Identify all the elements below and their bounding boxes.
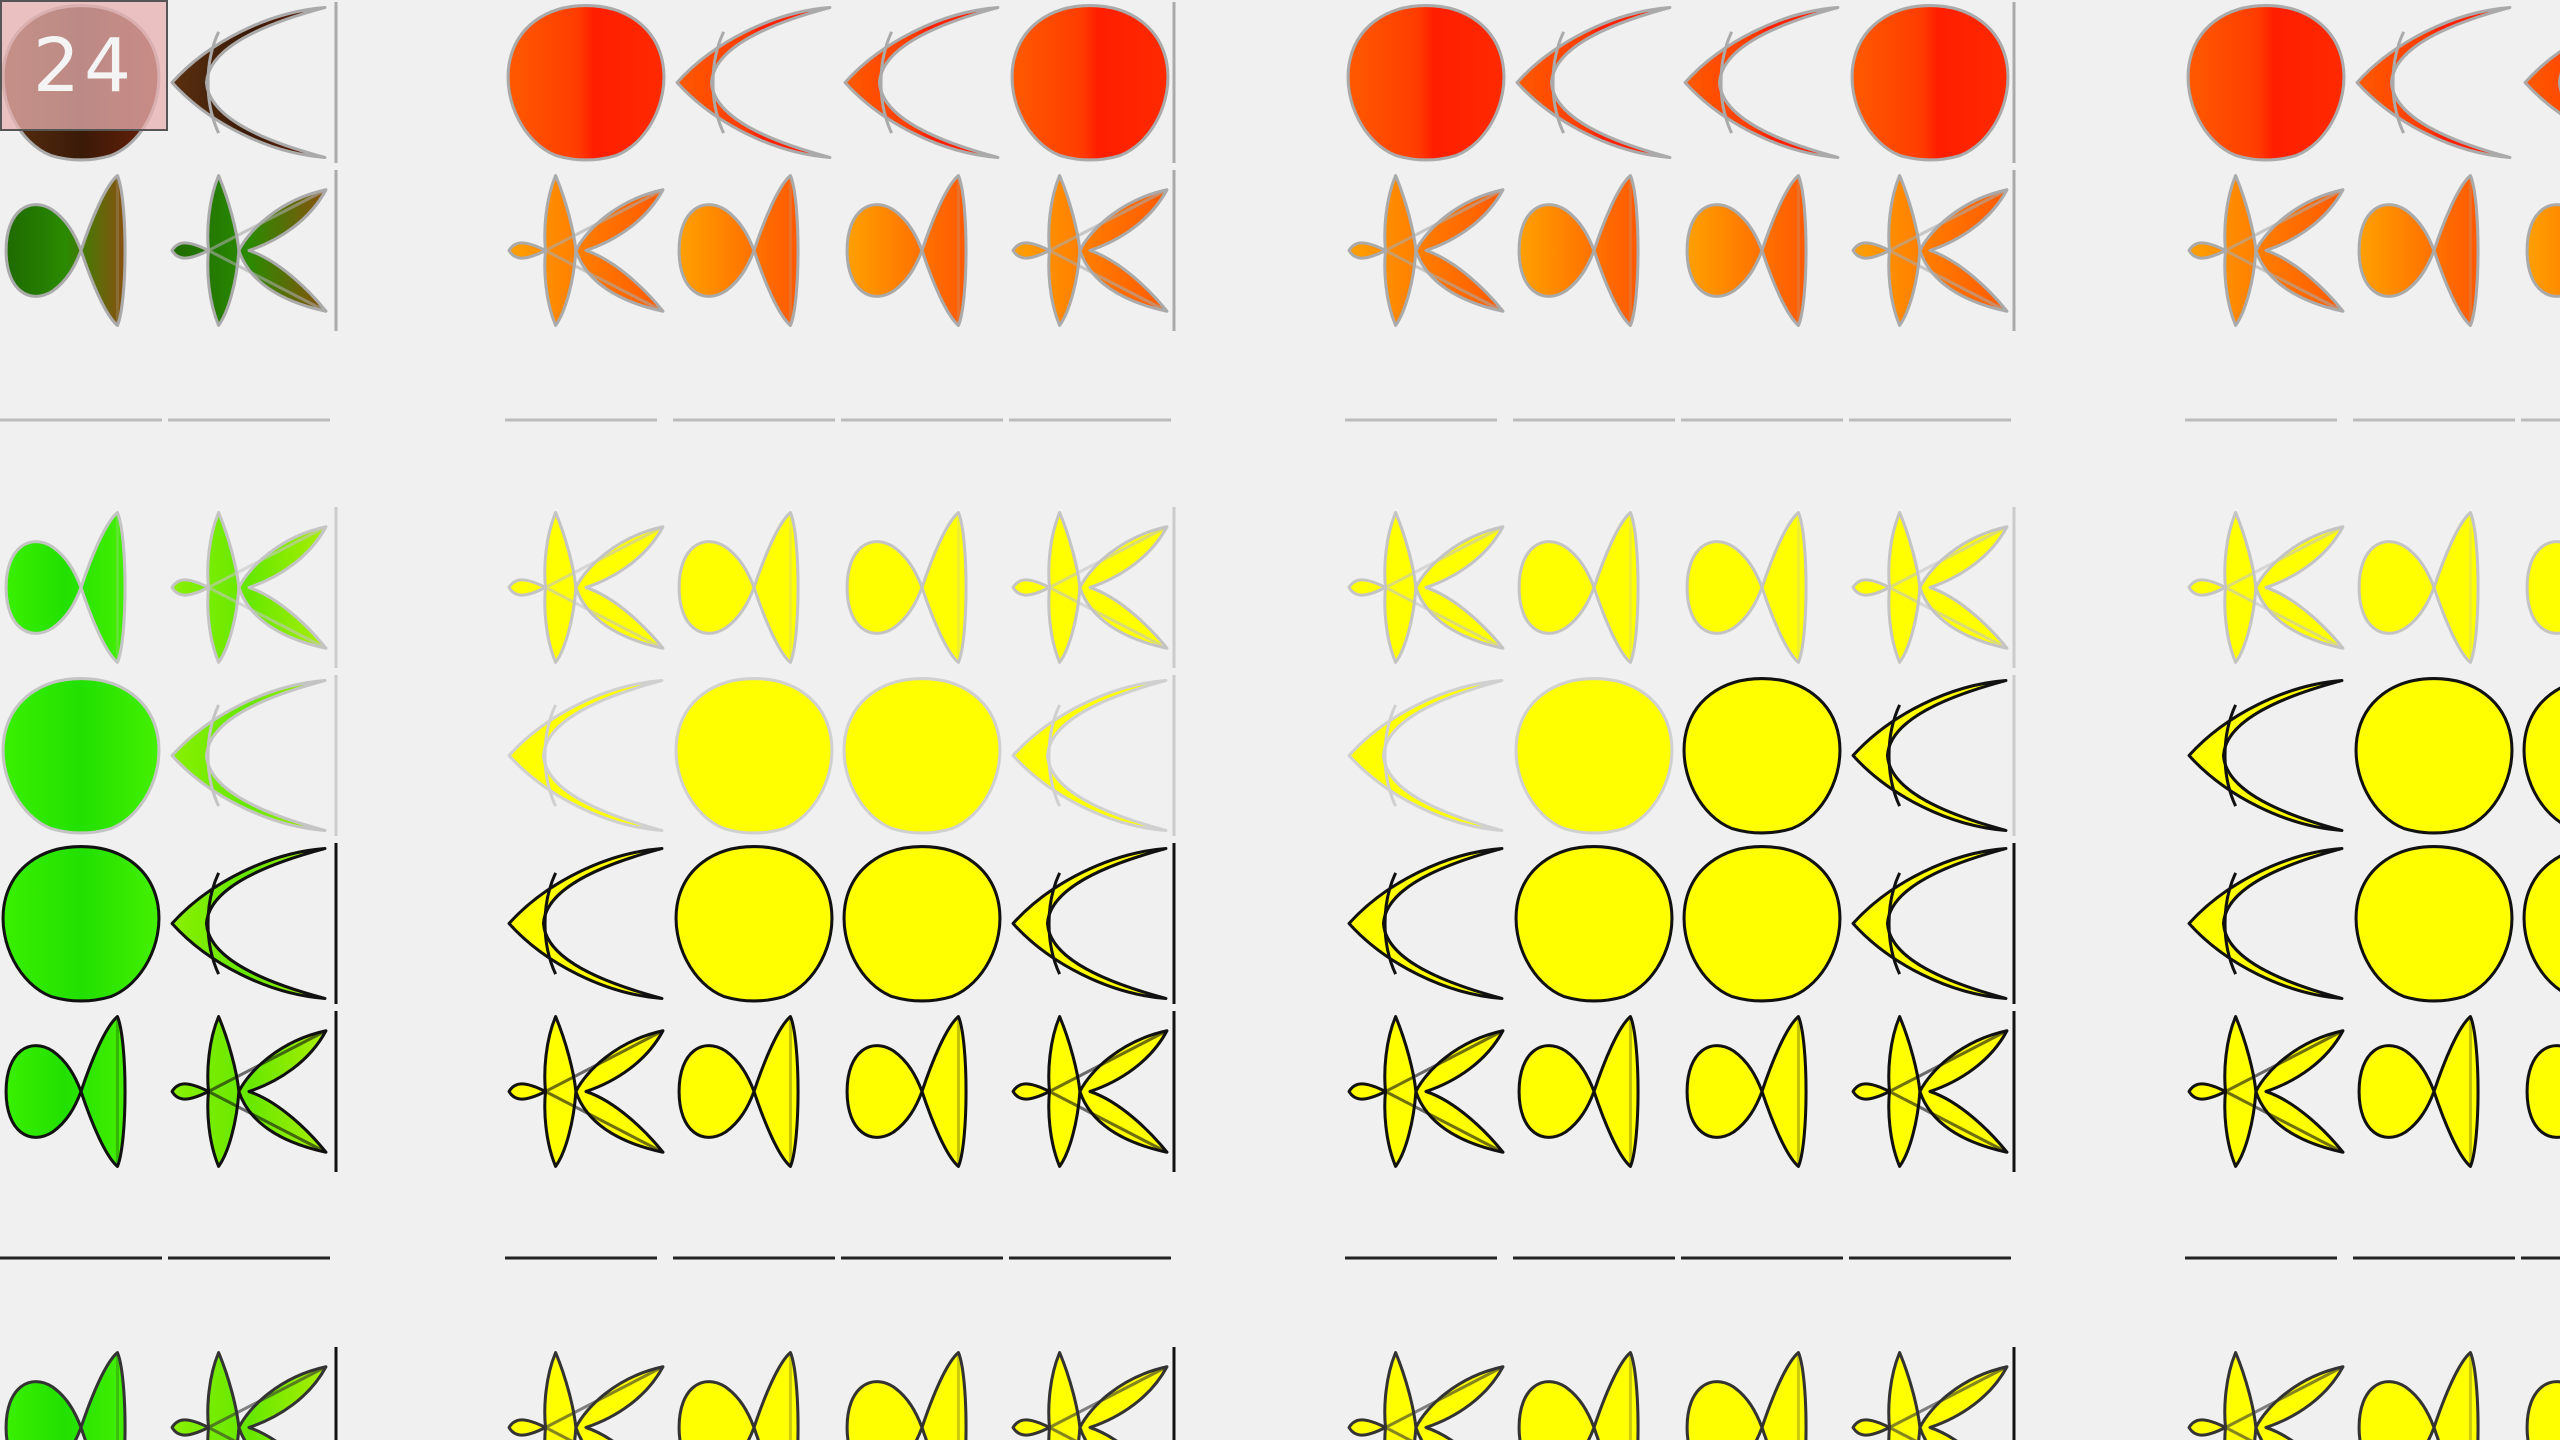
tile-parabola-icon bbox=[1515, 6, 1672, 159]
tile-pentagon-icon bbox=[1514, 677, 1674, 835]
counter-label: 24 bbox=[32, 22, 136, 109]
tile-star-icon bbox=[507, 511, 665, 664]
tile-bowtie-icon bbox=[677, 511, 800, 664]
tile-left-parabola-icon bbox=[170, 6, 327, 159]
tile-bowtie-icon bbox=[1685, 1015, 1808, 1168]
tile-bowtie-icon bbox=[2357, 1351, 2480, 1440]
tile-star-icon bbox=[1011, 174, 1169, 327]
tile-star-icon bbox=[1851, 1351, 2009, 1440]
tile-star-icon bbox=[1851, 511, 2009, 664]
tile-parabola-icon bbox=[1851, 847, 2008, 1000]
tile-bowtie-icon bbox=[1517, 1015, 1640, 1168]
tile-left-star-icon bbox=[170, 1351, 328, 1440]
tile-pentagon-icon bbox=[2522, 677, 2560, 835]
tile-pentagon-icon bbox=[1682, 845, 1842, 1003]
tile-star-icon bbox=[1851, 1015, 2009, 1168]
tile-bowtie-icon bbox=[1517, 174, 1640, 327]
tile-left-star-icon bbox=[170, 174, 328, 327]
tile-star-icon bbox=[1851, 174, 2009, 327]
tile-bowtie-icon bbox=[845, 1351, 968, 1440]
tile-parabola-icon bbox=[2523, 6, 2560, 159]
tile-star-icon bbox=[1347, 511, 1505, 664]
tile-parabola-icon bbox=[1347, 679, 1504, 832]
tile-bowtie-icon bbox=[2357, 174, 2480, 327]
tile-star-icon bbox=[507, 1351, 665, 1440]
tile-parabola-icon bbox=[2355, 6, 2512, 159]
tile-left-bowtie-icon bbox=[4, 1351, 127, 1440]
tile-pentagon-icon bbox=[506, 4, 666, 162]
tile-bowtie-icon bbox=[1517, 511, 1640, 664]
tile-left-pentagon-icon bbox=[1, 845, 161, 1003]
tile-parabola-icon bbox=[2187, 679, 2344, 832]
tile-bowtie-icon bbox=[845, 174, 968, 327]
tile-star-icon bbox=[1347, 1351, 1505, 1440]
tile-pentagon-icon bbox=[2186, 4, 2346, 162]
tile-left-star-icon bbox=[170, 511, 328, 664]
tile-grid bbox=[1, 4, 2560, 1440]
tile-parabola-icon bbox=[1683, 6, 1840, 159]
tile-star-icon bbox=[1011, 511, 1169, 664]
tile-star-icon bbox=[1347, 174, 1505, 327]
tile-star-icon bbox=[2187, 1351, 2345, 1440]
tile-left-star-icon bbox=[170, 1015, 328, 1168]
tile-parabola-icon bbox=[2187, 847, 2344, 1000]
tile-pentagon-icon bbox=[1346, 4, 1506, 162]
tile-bowtie-icon bbox=[2525, 511, 2560, 664]
tile-star-icon bbox=[507, 174, 665, 327]
tile-bowtie-icon bbox=[2525, 1351, 2560, 1440]
tile-left-pentagon-icon bbox=[1, 677, 161, 835]
tile-star-icon bbox=[2187, 1015, 2345, 1168]
tile-bowtie-icon bbox=[677, 174, 800, 327]
tile-pentagon-icon bbox=[2354, 677, 2514, 835]
tile-bowtie-icon bbox=[1517, 1351, 1640, 1440]
tile-parabola-icon bbox=[1011, 679, 1168, 832]
tile-pentagon-icon bbox=[842, 845, 1002, 1003]
tile-pentagon-icon bbox=[1010, 4, 1170, 162]
tile-bowtie-icon bbox=[1685, 174, 1808, 327]
tile-pentagon-icon bbox=[674, 677, 834, 835]
tile-parabola-icon bbox=[507, 847, 664, 1000]
tile-bowtie-icon bbox=[2525, 1015, 2560, 1168]
tile-pentagon-icon bbox=[1682, 677, 1842, 835]
tile-star-icon bbox=[507, 1015, 665, 1168]
tile-left-bowtie-icon bbox=[4, 1015, 127, 1168]
tile-star-icon bbox=[1011, 1015, 1169, 1168]
tile-left-bowtie-icon bbox=[4, 511, 127, 664]
counter-badge: 24 bbox=[0, 0, 168, 131]
tile-parabola-icon bbox=[1851, 679, 2008, 832]
tile-bowtie-icon bbox=[2357, 1015, 2480, 1168]
tile-parabola-icon bbox=[675, 6, 832, 159]
tile-pentagon-icon bbox=[1514, 845, 1674, 1003]
tile-star-icon bbox=[1347, 1015, 1505, 1168]
tile-bowtie-icon bbox=[2357, 511, 2480, 664]
tile-bowtie-icon bbox=[1685, 511, 1808, 664]
tile-parabola-icon bbox=[1011, 847, 1168, 1000]
tile-parabola-icon bbox=[507, 679, 664, 832]
tile-parabola-icon bbox=[843, 6, 1000, 159]
tile-left-bowtie-icon bbox=[4, 174, 127, 327]
tile-pentagon-icon bbox=[2354, 845, 2514, 1003]
tile-star-icon bbox=[2187, 174, 2345, 327]
tile-bowtie-icon bbox=[1685, 1351, 1808, 1440]
tile-bowtie-icon bbox=[677, 1015, 800, 1168]
tile-left-parabola-icon bbox=[170, 847, 327, 1000]
tile-bowtie-icon bbox=[845, 511, 968, 664]
tile-pentagon-icon bbox=[674, 845, 834, 1003]
tile-star-icon bbox=[2187, 511, 2345, 664]
tile-bowtie-icon bbox=[845, 1015, 968, 1168]
tile-pentagon-icon bbox=[2522, 845, 2560, 1003]
tile-bowtie-icon bbox=[2525, 174, 2560, 327]
tile-pentagon-icon bbox=[842, 677, 1002, 835]
tile-bowtie-icon bbox=[677, 1351, 800, 1440]
tile-parabola-icon bbox=[1347, 847, 1504, 1000]
tile-star-icon bbox=[1011, 1351, 1169, 1440]
tile-pentagon-icon bbox=[1850, 4, 2010, 162]
tile-left-parabola-icon bbox=[170, 679, 327, 832]
